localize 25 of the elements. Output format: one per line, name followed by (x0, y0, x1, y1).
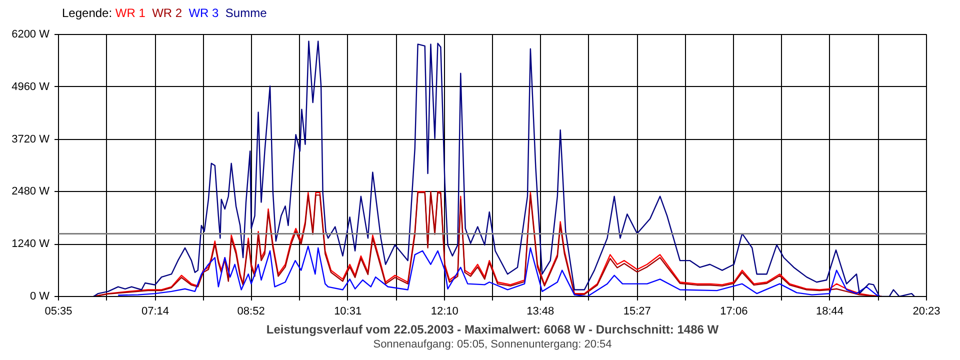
x-tick-label: 17:06 (720, 306, 748, 318)
line-series (92, 40, 916, 296)
x-tick-label: 12:10 (430, 306, 458, 318)
text: WR 2 (152, 6, 182, 20)
legend-title: Legende: (62, 6, 112, 20)
text: Leistungsverlauf vom 22.05.2003 - Maximalwert: 6068 W - Durchschnitt: 1486 W (266, 322, 720, 336)
x-tick-label: 05:35 (44, 306, 72, 318)
x-tick-label: 10:31 (334, 306, 362, 318)
y-tick-label: 6200 W (12, 28, 50, 40)
x-tick-label: 08:52 (237, 306, 265, 318)
y-tick-label: 2480 W (12, 186, 50, 198)
y-tick-label: 3720 W (12, 133, 50, 146)
y-tick-label: 1240 W (12, 238, 50, 250)
text: WR 1 (115, 6, 146, 20)
x-tick-label: 15:27 (623, 306, 651, 318)
y-tick-label: 4960 W (12, 80, 50, 93)
text: WR 3 (188, 6, 219, 20)
line-series (118, 246, 880, 296)
x-tick-label: 13:48 (526, 306, 554, 318)
text: Summe (225, 6, 267, 20)
x-tick-label: 07:14 (142, 306, 170, 318)
x-tick-label: 20:23 (912, 306, 940, 318)
text: Sonnenaufgang: 05:05, Sonnenuntergang: 20:54 (373, 338, 612, 350)
y-tick-label: 0 W (30, 290, 50, 302)
x-tick-label: 18:44 (816, 306, 844, 318)
